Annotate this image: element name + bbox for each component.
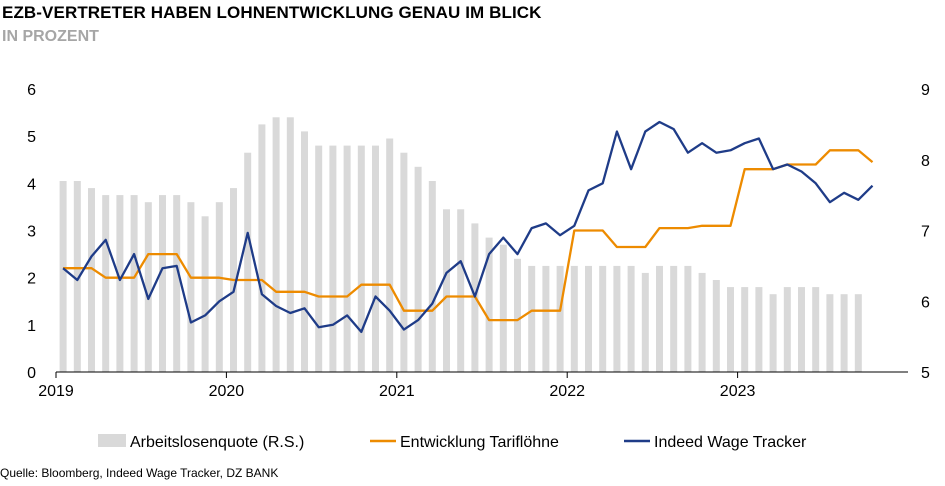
bar [755,287,763,372]
bar [684,265,692,372]
bar [329,145,337,372]
bar-series-arbeitslosenquote [59,117,862,373]
y-left-tick-label: 3 [27,224,36,241]
bar [570,265,578,372]
y-right-tick-label: 9 [921,82,930,99]
legend-label: Indeed Wage Tracker [654,434,807,451]
bar [428,181,436,372]
bar [315,145,323,372]
legend: Arbeitslosenquote (R.S.) Entwicklung Tari… [98,434,807,451]
bar [201,216,209,372]
bar [741,287,749,372]
x-tick-label: 2023 [720,383,756,400]
chart-title: EZB-VERTRETER HABEN LOHNENTWICKLUNG GENA… [2,3,542,22]
bar [556,265,564,372]
x-tick-label: 2021 [379,383,415,400]
bar [215,202,223,372]
line-series [62,120,874,334]
bar [159,195,166,372]
bar [627,265,635,372]
y-left-tick-label: 0 [27,365,36,382]
x-tick-label: 2019 [38,383,74,400]
y-left-tick-label: 6 [27,82,36,99]
bar [783,287,791,372]
bar [826,294,834,372]
bar [457,209,465,372]
bar [59,181,67,372]
bar [88,188,95,372]
line-tarifloehne [63,149,874,322]
bar [613,265,621,372]
bar [769,294,777,372]
bar [485,237,493,372]
bar [840,294,848,372]
bar [712,280,720,372]
bar [130,195,138,372]
bar [286,117,294,372]
y-left-tick-label: 4 [27,176,36,193]
bar [414,166,422,372]
bar [386,138,394,372]
x-tick-label: 2022 [549,383,585,400]
bar [343,145,351,372]
y-left-tick-label: 2 [27,271,36,288]
bar [670,265,678,372]
bar [443,209,450,372]
bar [542,265,550,372]
bar [244,152,252,372]
bar [73,181,81,372]
bar [528,265,536,372]
bar [301,131,308,372]
y-right-tick-label: 7 [921,224,930,241]
bar [599,265,607,372]
bar [372,145,379,372]
legend-label: Arbeitslosenquote (R.S.) [130,434,304,451]
axes: 2019 2020 2021 2022 2023 0 1 2 3 4 5 6 5 6 7 8 9 [27,82,930,400]
bar [187,202,195,372]
source-note: Quelle: Bloomberg, Indeed Wage Tracker, … [0,466,279,480]
bar [144,202,152,372]
y-left-tick-label: 1 [27,318,36,335]
bar [854,294,862,372]
bar [798,287,805,372]
bar [727,287,734,372]
bar [102,195,110,372]
bar [514,258,521,372]
bar [812,287,820,372]
bar [116,195,124,372]
bar [641,272,649,372]
line-indeed-wage-tracker [62,120,874,334]
bar [698,272,706,372]
legend-swatch-bar [98,434,126,447]
bar [357,145,365,372]
bar [656,265,663,372]
bar [400,152,408,372]
y-right-tick-label: 8 [921,153,930,170]
bar [499,244,507,372]
chart-subtitle: IN PROZENT [2,28,99,45]
bar [173,195,181,372]
bar [258,124,266,373]
x-tick-label: 2020 [209,383,245,400]
y-right-tick-label: 6 [921,294,930,311]
legend-label: Entwicklung Tariflöhne [400,434,559,451]
bar [585,265,592,372]
y-left-tick-label: 5 [27,129,36,146]
y-right-tick-label: 5 [921,365,930,382]
bar [272,117,280,372]
